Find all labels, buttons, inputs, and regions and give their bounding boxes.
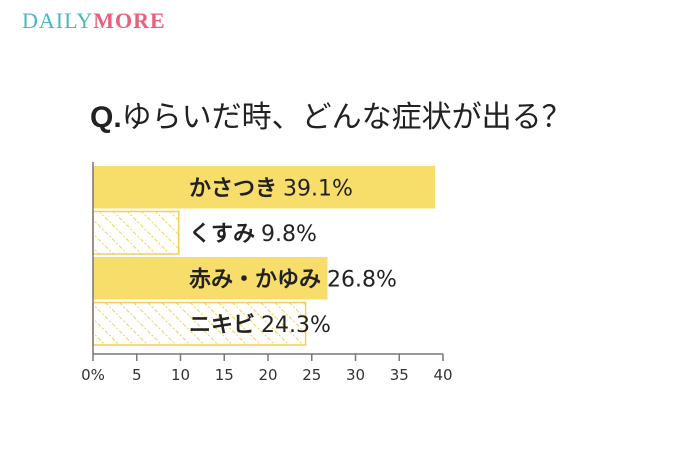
bar-label-2: くすみ 9.8% <box>189 222 317 247</box>
category-label: かさつき <box>189 176 277 201</box>
logo-more: MORE <box>93 8 166 33</box>
bar-3 <box>93 257 328 300</box>
bar-label-4: ニキビ 24.3% <box>189 313 331 338</box>
x-tick-label: 0% <box>81 366 105 384</box>
bar-2 <box>92 210 180 255</box>
x-tick-label: 5 <box>132 366 142 384</box>
bar-label-3: 赤み・かゆみ 26.8% <box>189 267 397 292</box>
x-tick-label: 15 <box>215 366 234 384</box>
bar-label-1: かさつき 39.1% <box>189 176 353 201</box>
x-tick-label: 20 <box>258 366 277 384</box>
bar-1 <box>93 166 436 209</box>
category-label: ニキビ <box>189 313 255 338</box>
x-tick-label: 35 <box>390 366 409 384</box>
x-tick-label: 40 <box>433 366 452 384</box>
value-label: 9.8% <box>261 222 317 247</box>
logo-daily: DAILY <box>22 8 94 33</box>
value-label: 39.1% <box>283 176 353 201</box>
bar-4 <box>92 301 307 346</box>
x-tick-label: 30 <box>346 366 365 384</box>
question-title: Q.ゆらいだ時、どんな症状が出る？ <box>90 92 572 136</box>
value-label: 26.8% <box>327 267 397 292</box>
value-label: 24.3% <box>261 313 331 338</box>
category-label: くすみ <box>189 222 255 247</box>
brand-logo: DAILYMORE <box>22 8 166 34</box>
x-tick-label: 10 <box>171 366 190 384</box>
x-tick-label: 25 <box>302 366 321 384</box>
question-prefix: Q. <box>90 101 122 134</box>
category-label: 赤み・かゆみ <box>189 267 321 292</box>
question-text: ゆらいだ時、どんな症状が出る？ <box>121 100 572 135</box>
